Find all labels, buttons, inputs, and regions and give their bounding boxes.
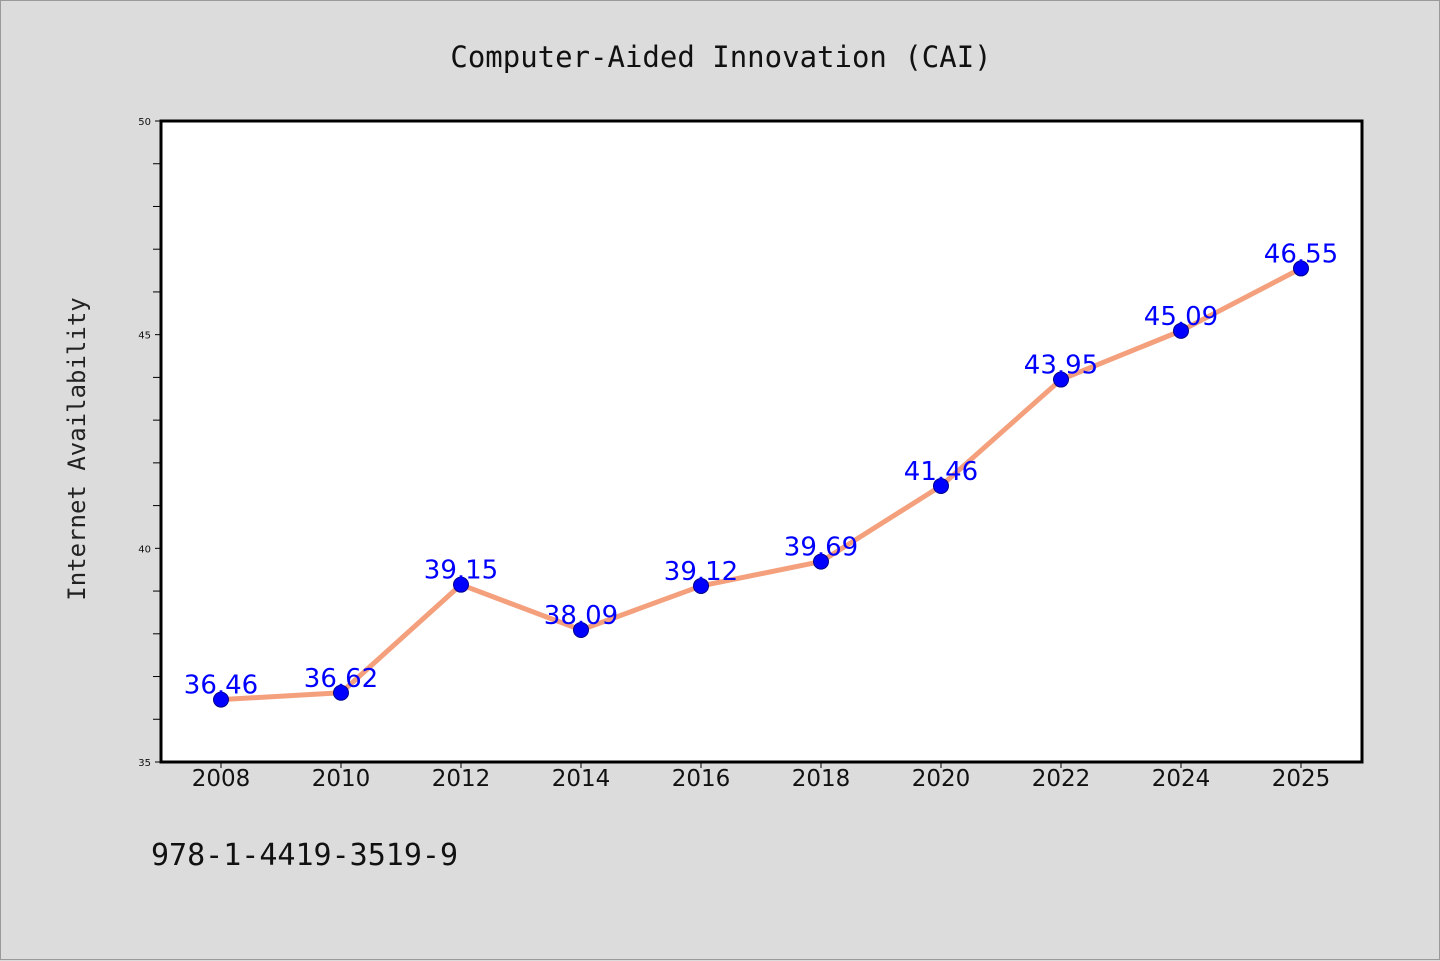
data-point xyxy=(333,684,349,701)
data-label: 36.62 xyxy=(304,664,378,694)
x-axis-ticks: 2008 2010 2012 2014 2016 2018 2020 2022 2024 2025 xyxy=(192,762,1331,792)
x-tick-label: 2012 xyxy=(432,766,491,792)
x-tick-label: 2025 xyxy=(1272,766,1331,792)
data-label: 39.15 xyxy=(424,556,498,586)
x-tick-label: 2010 xyxy=(312,766,371,792)
data-label: 46.55 xyxy=(1264,239,1338,269)
x-tick-label: 2018 xyxy=(792,766,851,792)
footnote-isbn: 978-1-4419-3519-9 xyxy=(151,838,458,873)
data-label: 43.95 xyxy=(1024,351,1098,381)
data-point xyxy=(1293,260,1309,277)
y-tick-label: 40 xyxy=(138,544,151,555)
data-point xyxy=(213,691,229,708)
chart-title: Computer-Aided Innovation (CAI) xyxy=(450,40,991,74)
data-label: 38.09 xyxy=(544,601,618,631)
x-tick-label: 2008 xyxy=(192,766,251,792)
y-tick-label: 50 xyxy=(138,117,151,128)
data-point xyxy=(1053,371,1069,388)
data-point xyxy=(693,577,709,594)
data-markers xyxy=(213,260,1309,708)
data-labels: 36.46 36.62 39.15 38.09 39.12 39.69 41.46 43.95… xyxy=(184,239,1338,700)
x-tick-label: 2016 xyxy=(672,766,731,792)
plot-area xyxy=(161,121,1362,762)
data-label: 36.46 xyxy=(184,671,258,701)
x-tick-label: 2022 xyxy=(1032,766,1091,792)
series-line xyxy=(220,266,1303,703)
data-label: 39.69 xyxy=(784,533,858,563)
data-label: 45.09 xyxy=(1144,302,1218,332)
data-label: 41.46 xyxy=(904,457,978,487)
data-point xyxy=(573,621,589,638)
x-tick-label: 2020 xyxy=(912,766,971,792)
y-tick-label: 45 xyxy=(138,331,151,342)
y-tick-label: 35 xyxy=(138,758,151,769)
y-axis-label: Internet Availability xyxy=(63,297,91,600)
y-axis-ticks: 35 40 45 50 xyxy=(138,117,161,769)
data-point xyxy=(453,576,469,593)
data-point xyxy=(1173,322,1189,339)
data-point xyxy=(933,477,949,494)
plot-frame xyxy=(159,119,1364,764)
x-tick-label: 2014 xyxy=(552,766,611,792)
x-tick-label: 2024 xyxy=(1152,766,1211,792)
data-point xyxy=(813,553,829,570)
data-label: 39.12 xyxy=(664,557,738,587)
